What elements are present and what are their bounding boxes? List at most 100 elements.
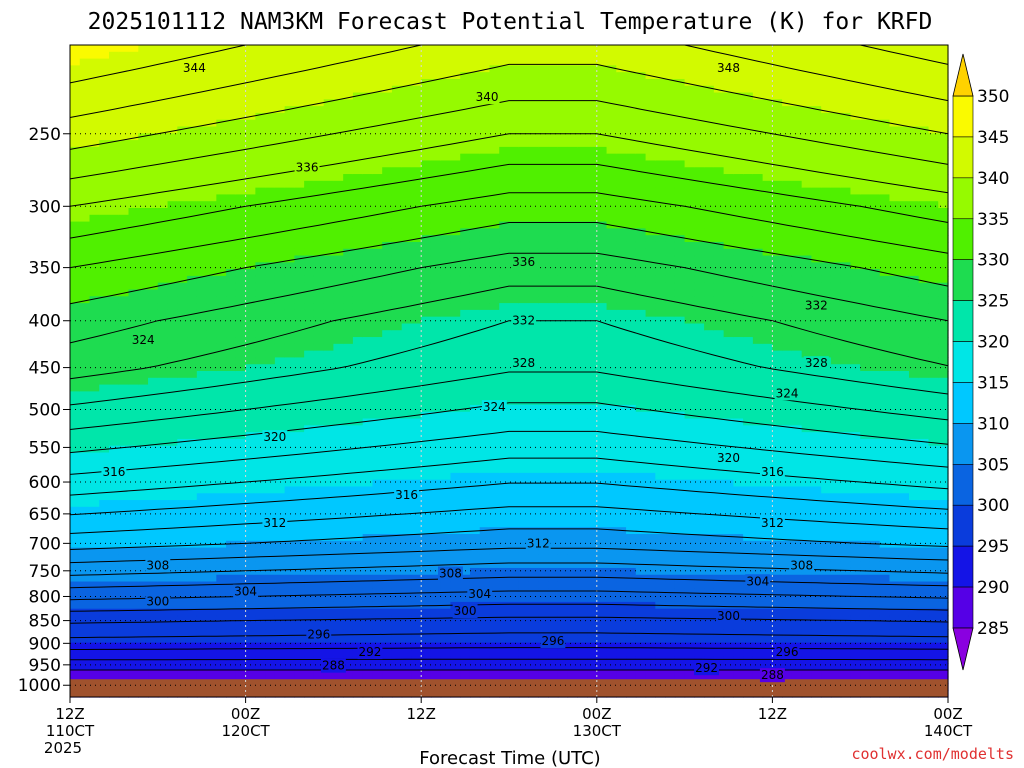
field-cell [313, 187, 325, 196]
field-cell [372, 561, 383, 569]
field-cell [499, 411, 510, 420]
field-cell [99, 486, 110, 494]
field-cell [157, 398, 169, 406]
field-cell [206, 398, 217, 406]
field-cell [206, 493, 217, 501]
field-cell [538, 357, 549, 365]
field-cell [469, 547, 481, 555]
field-cell [352, 133, 364, 141]
field-cell [362, 459, 374, 467]
field-cell [411, 262, 422, 270]
field-cell [421, 167, 432, 175]
field-cell [128, 629, 139, 637]
field-cell [567, 520, 578, 528]
field-cell [479, 581, 491, 589]
field-cell [99, 432, 110, 440]
field-cell [265, 255, 276, 263]
field-cell [401, 92, 413, 100]
field-cell [362, 337, 374, 345]
field-cell [157, 303, 169, 311]
field-cell [469, 472, 481, 481]
field-cell [138, 472, 149, 481]
field-cell [274, 445, 286, 454]
field-cell [216, 438, 227, 447]
field-cell [255, 201, 266, 209]
field-cell [89, 554, 100, 562]
field-cell [557, 493, 569, 501]
field-cell [294, 269, 305, 277]
field-cell [391, 208, 403, 216]
field-cell [538, 574, 549, 583]
field-cell [196, 106, 208, 114]
field-cell [157, 92, 169, 100]
field-cell [557, 45, 569, 53]
field-cell [450, 527, 461, 535]
field-cell [304, 663, 315, 671]
field-cell [528, 269, 539, 277]
field-cell [196, 174, 208, 182]
field-cell [411, 269, 422, 277]
field-cell [294, 309, 305, 318]
field-cell [372, 506, 383, 515]
field-cell [196, 561, 208, 569]
field-cell [177, 92, 188, 100]
field-cell [128, 357, 139, 365]
field-cell [255, 296, 266, 304]
field-cell [313, 106, 325, 114]
field-cell [391, 567, 403, 576]
field-cell [99, 391, 110, 399]
field-cell [460, 221, 471, 229]
field-cell [382, 513, 393, 522]
field-cell [79, 235, 91, 243]
field-cell [109, 269, 120, 277]
field-cell [157, 364, 169, 372]
field-cell [421, 51, 432, 60]
field-cell [382, 649, 393, 657]
field-cell [323, 241, 334, 250]
field-cell [89, 174, 100, 182]
field-cell [538, 174, 549, 182]
field-cell [167, 119, 178, 128]
field-cell [450, 479, 461, 488]
field-cell [167, 554, 178, 562]
field-cell [99, 561, 110, 569]
field-cell [206, 629, 217, 637]
field-cell [187, 303, 198, 311]
field-cell [206, 153, 217, 162]
field-cell [177, 296, 188, 304]
field-cell [216, 520, 227, 528]
field-cell [333, 520, 344, 528]
field-cell [499, 649, 510, 657]
field-cell [411, 479, 422, 488]
field-cell [548, 506, 559, 515]
field-cell [538, 527, 549, 535]
field-cell [382, 194, 393, 202]
field-cell [206, 201, 217, 209]
field-cell [421, 262, 432, 270]
field-cell [391, 377, 403, 386]
field-cell [157, 119, 169, 128]
field-cell [323, 72, 334, 80]
field-cell [382, 567, 393, 576]
field-cell [557, 391, 569, 399]
field-cell [528, 58, 539, 66]
field-cell [216, 493, 227, 501]
field-cell [294, 323, 305, 331]
field-cell [265, 398, 276, 406]
field-cell [294, 404, 305, 413]
field-cell [187, 669, 198, 678]
field-cell [548, 58, 559, 66]
field-cell [509, 65, 520, 73]
field-cell [411, 574, 422, 583]
field-cell [294, 214, 305, 223]
field-cell [206, 561, 217, 569]
field-cell [323, 282, 334, 291]
field-cell [499, 669, 510, 678]
field-cell [274, 350, 286, 359]
field-cell [528, 208, 539, 216]
field-cell [518, 78, 530, 87]
field-cell [489, 187, 500, 196]
field-cell [362, 425, 374, 433]
field-cell [148, 466, 159, 474]
field-cell [557, 459, 569, 467]
